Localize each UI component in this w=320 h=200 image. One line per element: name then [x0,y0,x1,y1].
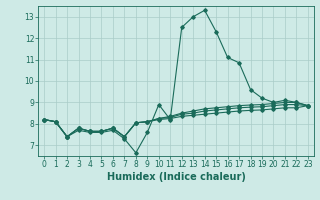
X-axis label: Humidex (Indice chaleur): Humidex (Indice chaleur) [107,172,245,182]
